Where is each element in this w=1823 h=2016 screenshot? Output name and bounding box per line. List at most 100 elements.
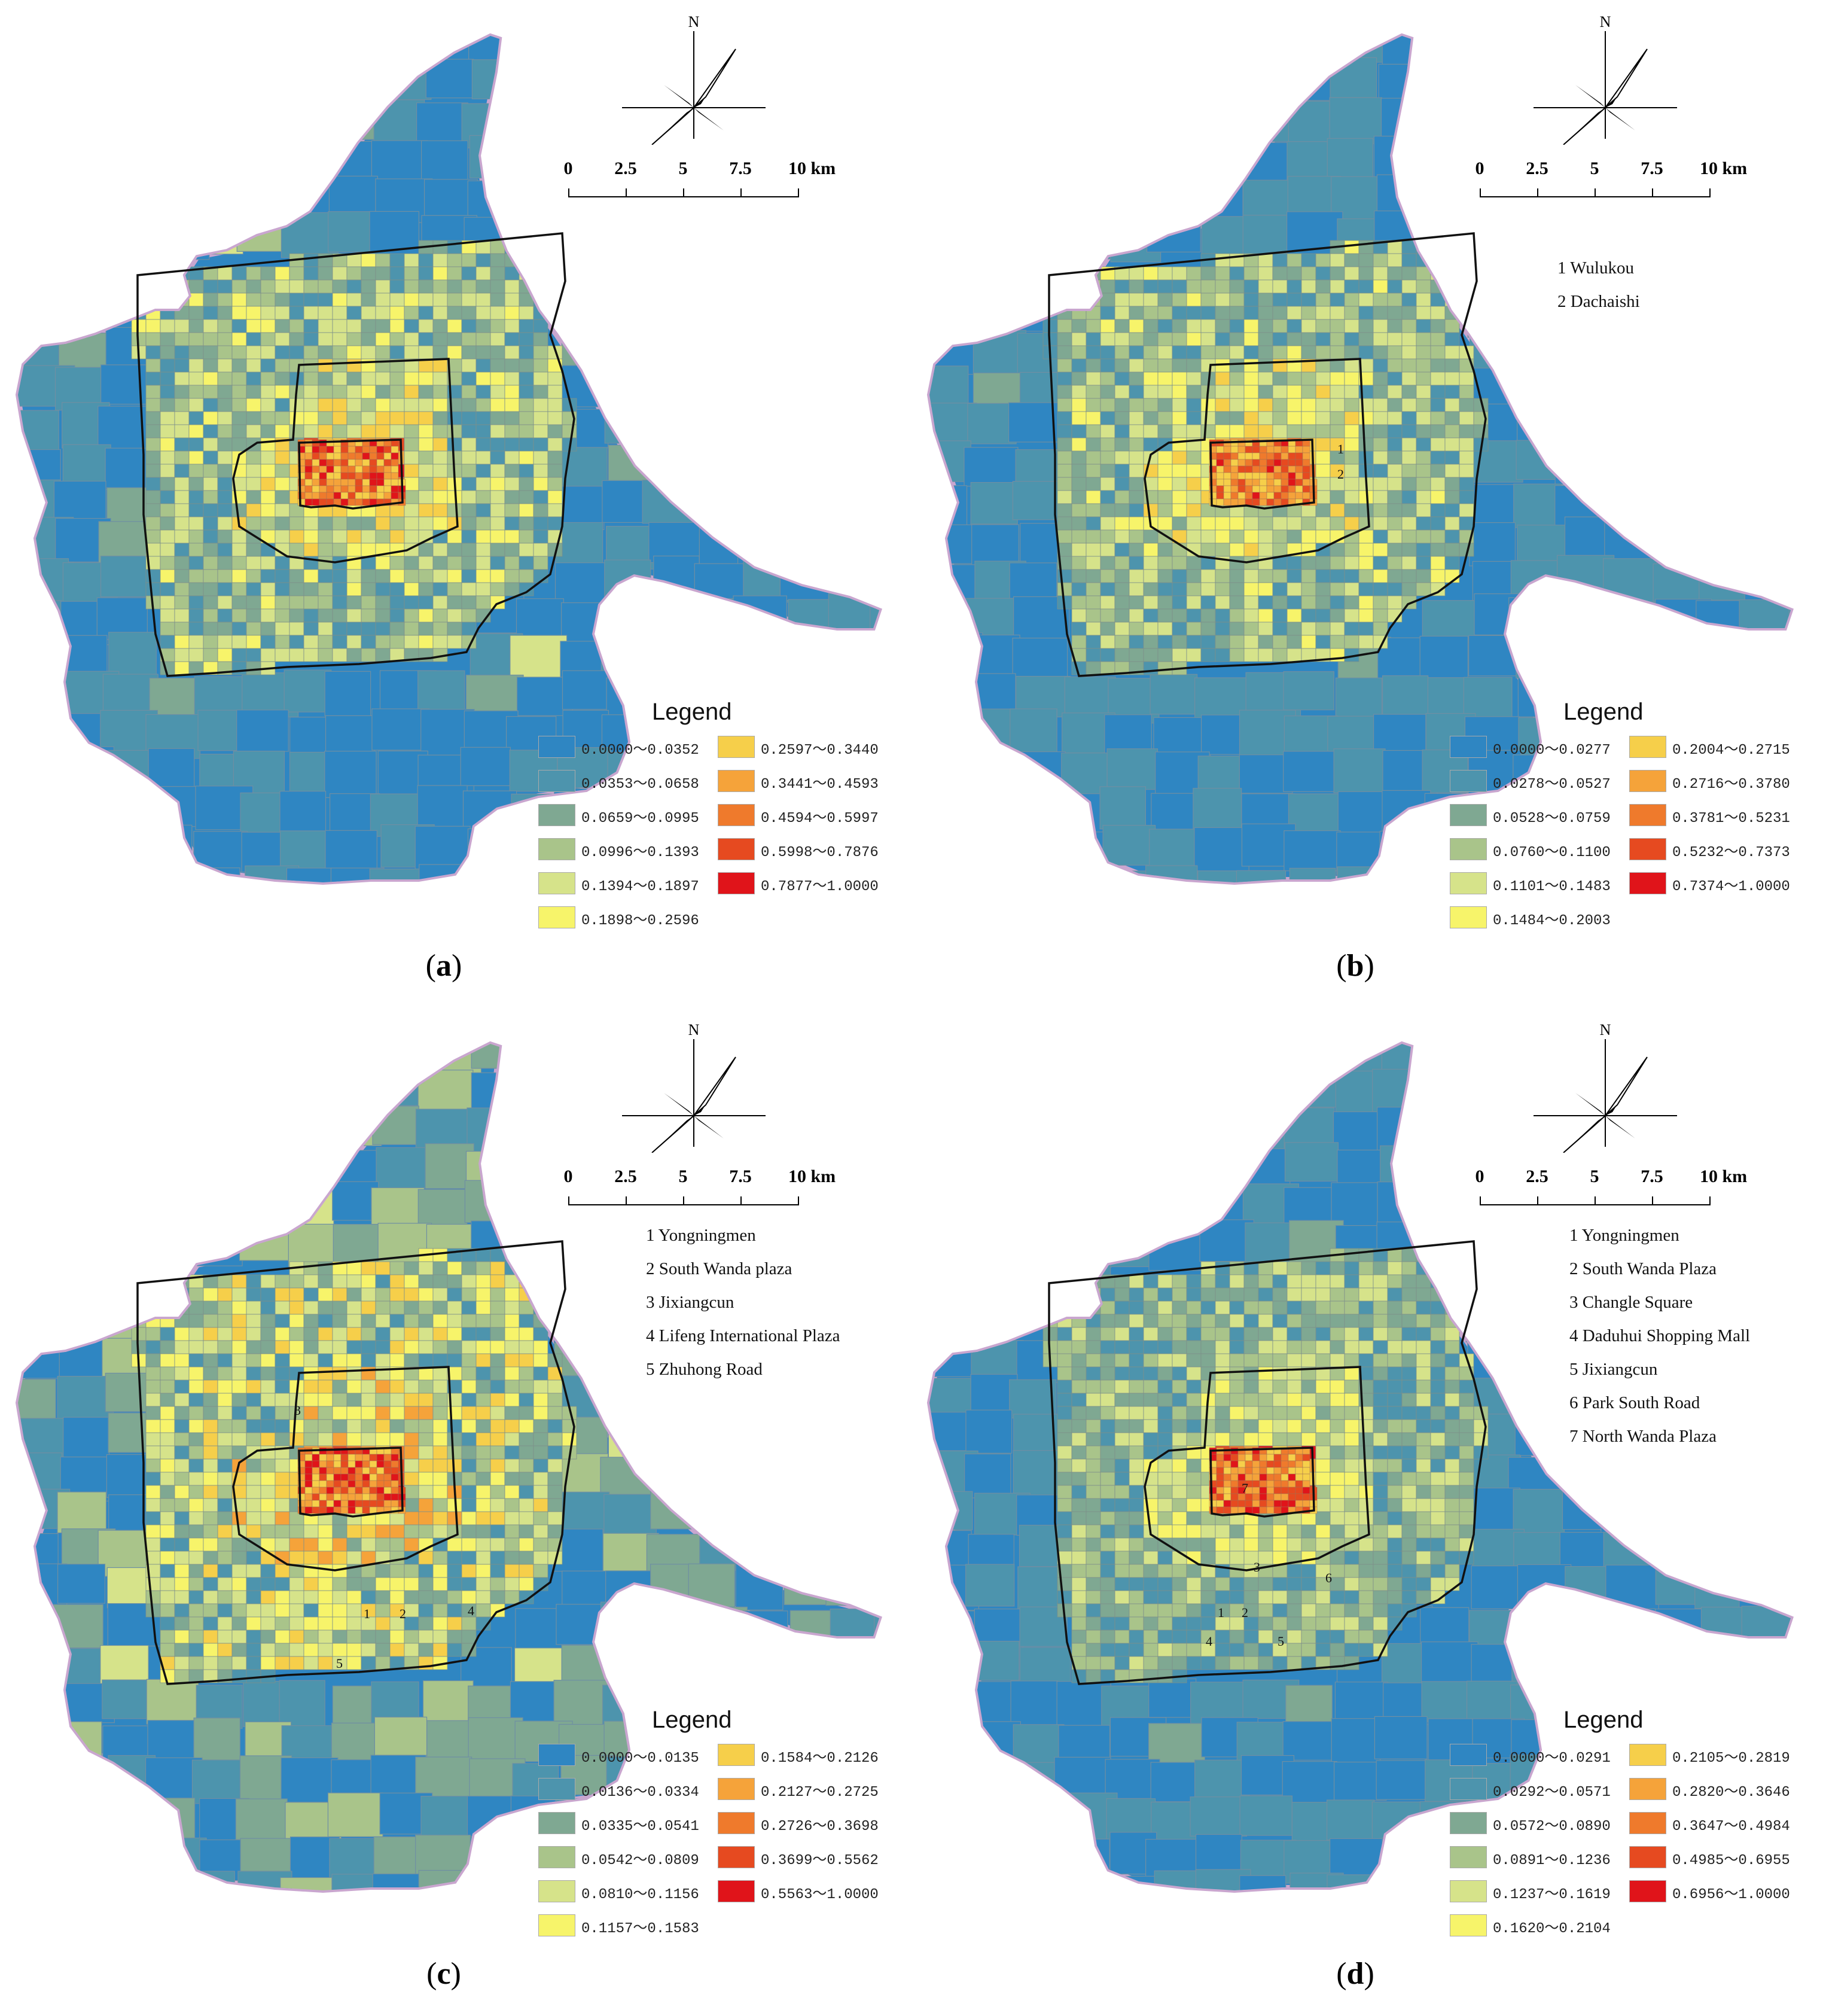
parcel	[1100, 1340, 1115, 1354]
parcel	[1315, 398, 1331, 412]
parcel	[929, 788, 980, 835]
parcel	[1243, 543, 1259, 557]
parcel	[519, 1590, 534, 1604]
parcel	[971, 1184, 1028, 1228]
parcel	[1229, 398, 1245, 412]
parcel	[1601, 1455, 1659, 1502]
parcel	[231, 424, 247, 438]
parcel	[418, 582, 434, 596]
parcel	[332, 424, 347, 438]
parcel	[461, 1432, 477, 1446]
parcel	[1444, 332, 1460, 346]
parcel	[1416, 424, 1431, 438]
parcel	[1387, 569, 1403, 583]
parcel	[1273, 479, 1282, 486]
parcel	[303, 582, 319, 596]
parcel	[1315, 1287, 1331, 1302]
legend-label: 0.4594～0.5997	[761, 811, 879, 827]
parcel	[1401, 358, 1417, 373]
parcel	[325, 57, 380, 99]
parcel	[508, 137, 564, 179]
parcel	[504, 569, 520, 583]
parcel	[1330, 57, 1377, 98]
parcel	[275, 1630, 290, 1644]
parcel	[160, 450, 175, 465]
parcel	[1054, 1756, 1111, 1799]
legend-swatch	[718, 872, 755, 894]
parcel	[1200, 1327, 1216, 1341]
parcel	[375, 622, 391, 636]
parcel	[153, 1874, 206, 1890]
parcel	[1282, 1721, 1333, 1761]
parcel	[1287, 556, 1302, 570]
parcel	[355, 1467, 363, 1475]
parcel	[697, 212, 750, 254]
parcel	[1301, 1301, 1316, 1315]
parcel	[1789, 1874, 1791, 1890]
parcel	[391, 472, 399, 480]
parcel	[1086, 648, 1101, 662]
parcel	[519, 1248, 534, 1262]
parcel	[447, 1551, 462, 1565]
parcel	[1387, 516, 1403, 531]
parcel	[475, 424, 491, 438]
parcel	[1229, 1287, 1245, 1302]
parcel	[1739, 175, 1791, 222]
parcel	[231, 319, 247, 333]
map-panel-a: N 0 2.5 5 7.5 10 km Legend 0.0000～0.0352 0.0353～…	[0, 0, 912, 1008]
parcel	[461, 1537, 477, 1552]
parcel	[418, 1603, 434, 1618]
parcel	[519, 358, 534, 373]
parcel	[275, 1564, 290, 1578]
parcel	[929, 36, 975, 73]
parcel	[1387, 1274, 1403, 1289]
parcel	[377, 36, 432, 65]
parcel	[203, 371, 218, 386]
parcel	[1229, 1379, 1245, 1394]
parcel	[1519, 1337, 1572, 1381]
parcel	[236, 211, 288, 252]
parcel	[929, 1146, 977, 1190]
parcel	[547, 516, 563, 531]
parcel	[1215, 279, 1230, 294]
parcel	[1281, 498, 1289, 506]
parcel	[236, 1149, 291, 1190]
parcel	[547, 385, 563, 399]
parcel	[1790, 140, 1791, 181]
parcel	[825, 1565, 875, 1606]
parcel	[147, 60, 204, 103]
parcel	[1401, 464, 1417, 478]
parcel	[18, 36, 63, 68]
parcel	[1387, 543, 1403, 557]
parcel	[355, 459, 363, 467]
parcel	[1215, 622, 1230, 636]
parcel	[203, 1603, 218, 1618]
parcel	[447, 556, 462, 570]
parcel	[1100, 648, 1115, 662]
parcel	[1358, 332, 1374, 346]
parcel	[1287, 332, 1302, 346]
parcel	[1186, 1274, 1202, 1289]
parcel	[555, 522, 603, 569]
parcel	[376, 1147, 426, 1189]
legend-label: 0.0335～0.0541	[581, 1819, 699, 1835]
parcel	[375, 1274, 391, 1289]
parcel	[447, 424, 462, 438]
parcel	[1743, 1146, 1791, 1187]
parcel	[1237, 498, 1246, 506]
parcel	[346, 635, 362, 649]
parcel	[519, 490, 534, 504]
parcel	[1295, 492, 1303, 500]
parcel	[160, 1630, 175, 1644]
parcel	[1690, 103, 1742, 151]
parcel	[1200, 622, 1216, 636]
parcel	[1086, 1314, 1101, 1328]
parcel	[404, 1393, 419, 1407]
parcel	[203, 1472, 218, 1486]
parcel	[246, 490, 261, 504]
parcel	[389, 556, 405, 570]
parcel	[490, 1353, 505, 1368]
parcel	[160, 1353, 175, 1368]
parcel	[461, 1287, 477, 1302]
parcel	[1258, 371, 1273, 386]
